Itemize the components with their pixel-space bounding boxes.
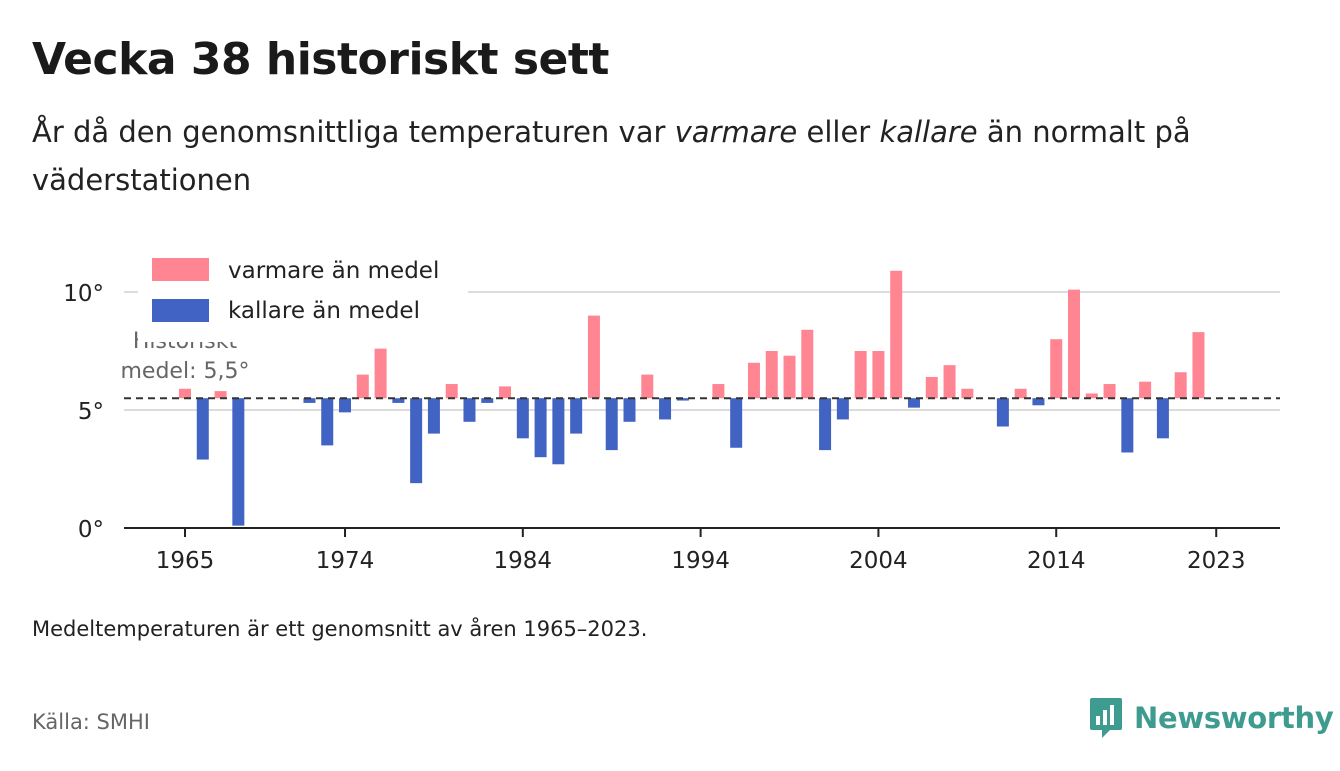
brand-logo[interactable]: Newsworthy [1088,696,1334,740]
bar-cold[interactable] [392,398,405,403]
bar-warm[interactable] [1085,393,1098,399]
bar-warm[interactable] [925,376,938,399]
legend-cold-swatch [152,299,209,322]
y-tick-label: 5° [78,399,104,425]
legend-warm-label: varmare än medel [228,258,439,284]
subtitle-part-3: än normalt på väderstationen [32,115,1191,197]
bar-cold[interactable] [605,398,618,451]
bar-warm[interactable] [374,348,387,399]
bar-warm[interactable] [783,355,796,399]
bar-warm[interactable] [872,351,885,399]
bar-cold[interactable] [996,398,1009,427]
subtitle-part-1: År då den genomsnittliga temperaturen va… [32,115,675,149]
bar-warm[interactable] [587,315,600,399]
x-tick-label: 1974 [316,548,375,574]
bar-warm[interactable] [765,351,778,399]
bar-cold[interactable] [570,398,583,434]
bar-cold[interactable] [552,398,565,465]
bar-cold[interactable] [410,398,423,484]
bar-warm[interactable] [1068,289,1080,399]
bar-warm[interactable] [1174,372,1187,399]
bar-cold[interactable] [1156,398,1169,439]
bar-warm[interactable] [641,374,654,399]
bar-cold[interactable] [676,398,689,401]
bar-cold[interactable] [907,398,920,408]
brand-name: Newsworthy [1134,701,1334,735]
bar-cold[interactable] [516,398,529,439]
x-tick-label: 2014 [1027,548,1086,574]
bar-warm[interactable] [1050,339,1063,399]
source-label: Källa: SMHI [32,710,150,734]
bar-warm[interactable] [801,329,814,399]
chart-title: Vecka 38 historiskt sett [32,34,609,85]
bar-cold[interactable] [1121,398,1134,453]
chart-subtitle: År då den genomsnittliga temperaturen va… [32,108,1272,204]
subtitle-warmer: varmare [674,115,798,149]
x-tick-label: 1994 [671,548,730,574]
subtitle-colder: kallare [879,115,978,149]
bar-cold[interactable] [303,398,316,403]
bar-cold[interactable] [339,398,352,413]
newsworthy-logo-icon [1090,698,1122,738]
bar-warm[interactable] [943,365,956,399]
y-tick-label: 10° [63,281,104,307]
legend-warm-swatch [152,258,209,281]
bar-cold[interactable] [819,398,832,451]
bar-warm[interactable] [1014,388,1027,399]
y-tick-label: 0° [78,517,104,543]
bar-warm[interactable] [961,388,974,399]
bar-cold[interactable] [1032,398,1045,406]
legend-cold-label: kallare än medel [228,298,420,324]
bar-cold[interactable] [659,398,672,420]
bar-warm[interactable] [712,384,725,399]
x-tick-label: 2004 [849,548,908,574]
x-axis-ticks: 1965 1974 1984 1994 2004 2014 2023 [156,528,1246,574]
bar-warm[interactable] [179,388,191,399]
legend: varmare än medel kallare än medel [138,252,468,342]
bar-warm[interactable] [1139,381,1152,399]
bar-cold[interactable] [481,398,494,403]
footnote: Medeltemperaturen är ett genomsnitt av å… [32,617,648,641]
bar-cold[interactable] [534,398,547,458]
bar-cold[interactable] [232,398,245,526]
bar-cold[interactable] [463,398,476,422]
x-tick-label: 1965 [156,548,215,574]
bar-warm[interactable] [356,374,369,399]
baseline-label-line-2: medel: 5,5° [121,359,250,384]
bar-cold[interactable] [321,398,334,446]
bar-cold[interactable] [836,398,849,420]
bar-warm[interactable] [1103,384,1116,399]
bar-cold[interactable] [196,398,209,460]
bar-warm[interactable] [890,270,903,399]
bar-warm[interactable] [1192,332,1205,399]
bars [179,270,1205,526]
bar-cold[interactable] [427,398,440,434]
x-tick-label: 1984 [494,548,553,574]
subtitle-part-2: eller [797,115,880,149]
bar-warm[interactable] [747,362,760,399]
bar-warm[interactable] [854,351,867,399]
bar-warm[interactable] [499,386,512,399]
bar-warm[interactable] [445,384,458,399]
bar-warm[interactable] [214,391,227,399]
y-axis-ticks: 0° 5° 10° [63,281,104,543]
bar-cold[interactable] [730,398,743,448]
bar-cold[interactable] [623,398,636,422]
x-tick-label: 2023 [1187,548,1246,574]
